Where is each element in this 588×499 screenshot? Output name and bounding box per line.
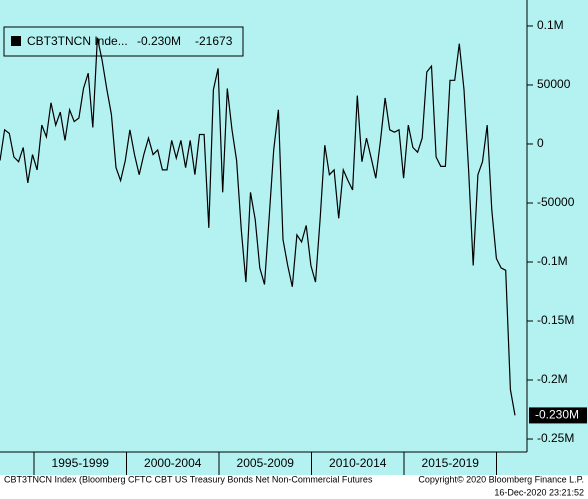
- y-tick-label: 0: [537, 136, 544, 150]
- footer-timestamp: 16-Dec-2020 23:21:52: [494, 487, 584, 497]
- footer-source: CBT3TNCN Index (Bloomberg CFTC CBT US Tr…: [4, 474, 373, 484]
- x-period-label: 2005-2009: [237, 456, 295, 470]
- y-tick-label: -0.15M: [537, 313, 574, 327]
- y-tick-label: 0.1M: [537, 18, 564, 32]
- x-period-label: 2015-2019: [422, 456, 480, 470]
- series-line: [0, 37, 516, 416]
- y-tick-label: 50000: [537, 77, 571, 91]
- last-value-label: -0.230M: [535, 408, 579, 422]
- plot-background: [0, 0, 588, 475]
- y-tick-label: -0.2M: [537, 372, 568, 386]
- footer-copyright: Copyright© 2020 Bloomberg Finance L.P.: [418, 474, 584, 484]
- y-tick-label: -0.25M: [537, 431, 574, 445]
- x-period-label: 2000-2004: [144, 456, 202, 470]
- legend-change: -21673: [195, 34, 233, 48]
- legend-marker: [11, 36, 21, 46]
- x-period-label: 2010-2014: [329, 456, 387, 470]
- legend-box: [3, 26, 244, 57]
- legend: CBT3TNCN Inde... -0.230M -21673: [3, 26, 244, 57]
- y-tick-label: -0.1M: [537, 254, 568, 268]
- x-period-label: 1995-1999: [52, 456, 110, 470]
- legend-label: CBT3TNCN Inde...: [27, 34, 128, 48]
- y-tick-label: -50000: [537, 195, 575, 209]
- legend-last: -0.230M: [137, 34, 181, 48]
- last-value-tag: [529, 407, 587, 424]
